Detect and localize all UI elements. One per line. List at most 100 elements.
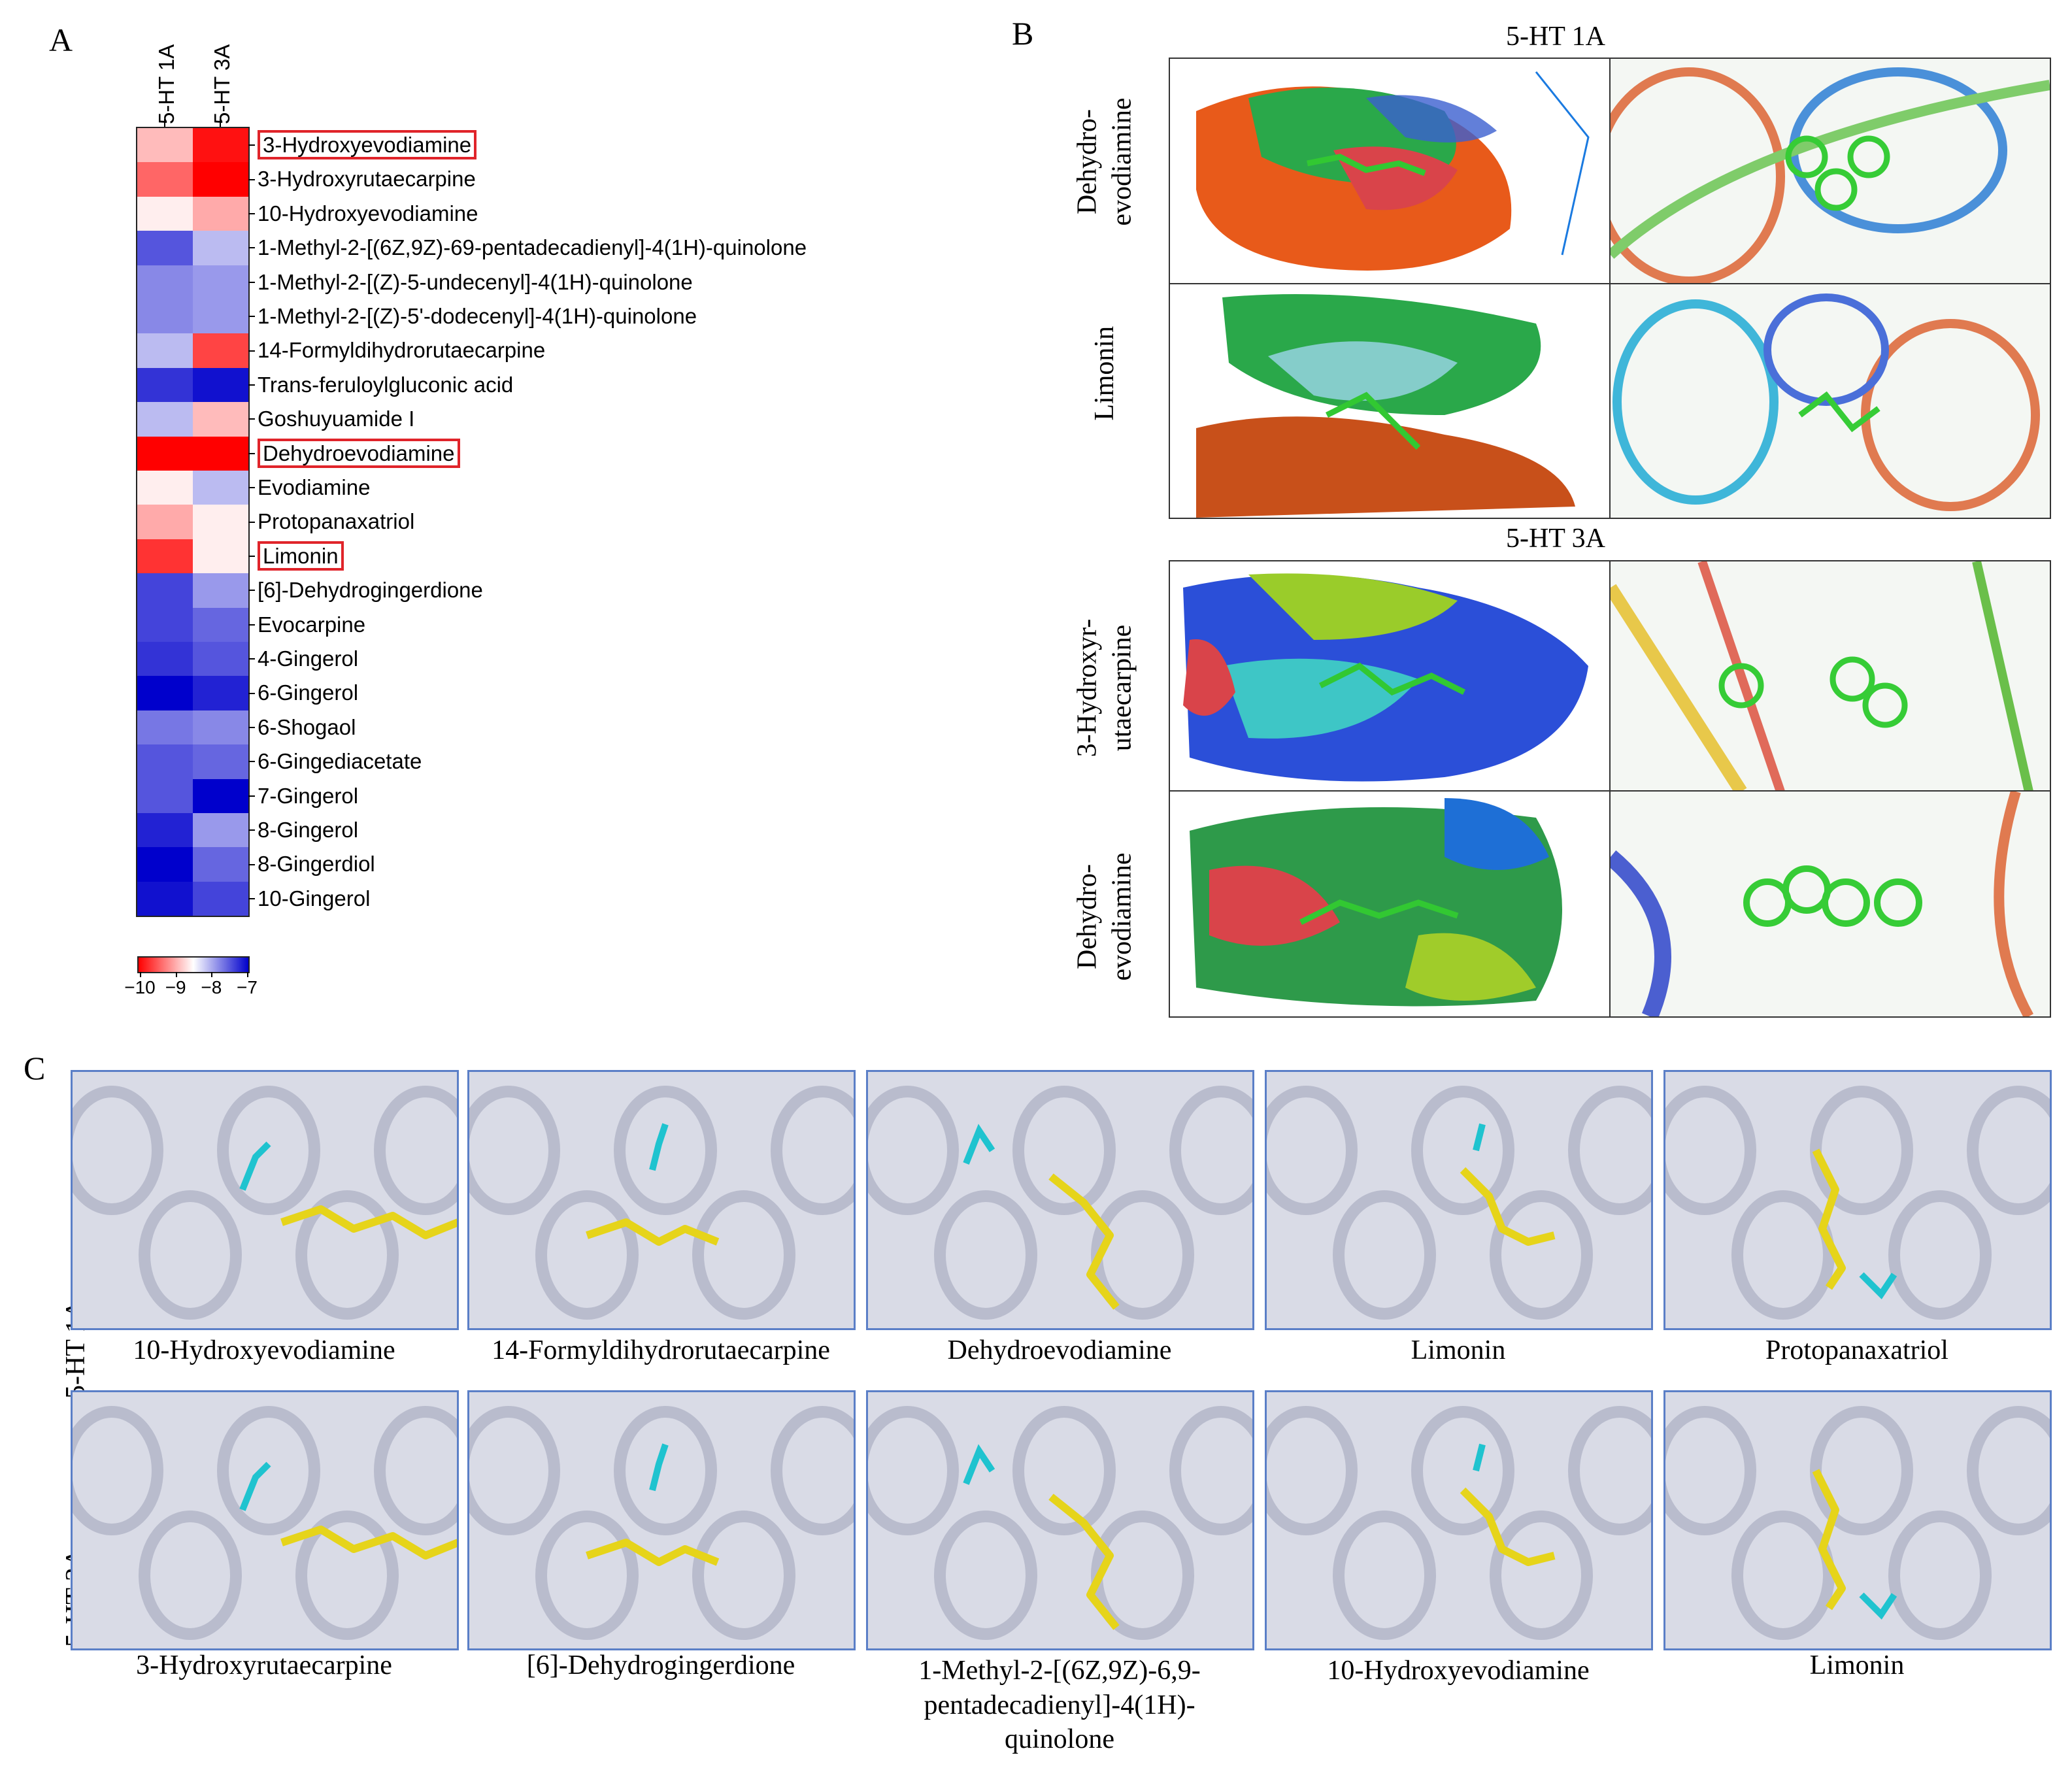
- pose-render: [1611, 561, 2050, 792]
- heatmap-row-label: Trans-feruloylgluconic acid: [258, 372, 514, 397]
- pose-render: [1611, 59, 2050, 284]
- b-surface-limonin-1a: [1169, 283, 1612, 519]
- row-tick: [248, 658, 255, 660]
- heatmap-cell: [193, 710, 248, 745]
- heatmap-cell: [137, 299, 193, 334]
- heatmap-row-label: 6-Gingediacetate: [258, 749, 422, 774]
- heatmap-row-label: [6]-Dehydrogingerdione: [258, 578, 483, 603]
- heatmap-cell: [193, 607, 248, 642]
- c-caption-3: Dehydroevodiamine: [947, 1335, 1172, 1365]
- heatmap-cell: [137, 162, 193, 197]
- b-row4-label-line1: Dehydro-: [1072, 864, 1103, 969]
- c-caption-9: 10-Hydroxyevodiamine: [1327, 1656, 1590, 1686]
- c-thumb-dehydroevodiamine-1a: [866, 1070, 1254, 1330]
- row-tick: [248, 556, 255, 557]
- heatmap-row-label: 10-Hydroxyevodiamine: [258, 201, 478, 225]
- row-tick: [248, 316, 255, 318]
- b-row2-label: Limonin: [1088, 262, 1122, 484]
- heatmap-cell: [137, 642, 193, 676]
- c-caption-1: 10-Hydroxyevodiamine: [133, 1335, 395, 1365]
- c-caption-5: Protopanaxatriol: [1765, 1335, 1948, 1365]
- colorbar: [137, 956, 250, 973]
- heatmap-row-label: 10-Gingerol: [258, 886, 371, 910]
- row-tick: [248, 761, 255, 763]
- col-tick-2: [220, 119, 221, 128]
- c-caption-4: Limonin: [1411, 1335, 1506, 1365]
- surface-render: [1170, 792, 1611, 1016]
- colorbar-tick-label: −9: [165, 977, 186, 997]
- heatmap-row-label: Goshuyuamide I: [258, 407, 415, 431]
- colorbar-tick-label: −7: [237, 977, 258, 997]
- colorbar-ticks: −10 −9 −8 −7: [124, 972, 258, 998]
- docking-render: [73, 1086, 457, 1320]
- row-tick: [248, 384, 255, 386]
- heatmap-cell: [193, 539, 248, 574]
- docking-render: [469, 1406, 854, 1640]
- c-caption-7: [6]-Dehydrogingerdione: [526, 1650, 795, 1680]
- heatmap-cell: [137, 128, 193, 163]
- heatmap-row-label: 14-Formyldihydrorutaecarpine: [258, 338, 546, 363]
- heatmap-cell: [193, 642, 248, 676]
- colorbar-tick-label: −10: [124, 977, 156, 997]
- row-tick: [248, 350, 255, 352]
- docking-render: [868, 1406, 1252, 1640]
- heatmap-cell: [193, 778, 248, 813]
- row-tick: [248, 829, 255, 831]
- b-row2-label-line1: Limonin: [1089, 326, 1120, 421]
- heatmap-cell: [193, 847, 248, 882]
- row-tick: [248, 727, 255, 728]
- heatmap-cell: [193, 573, 248, 608]
- docking-render: [1665, 1086, 2050, 1320]
- heatmap-col-header-1: 5-HT 1A: [154, 44, 178, 124]
- docking-render: [469, 1086, 854, 1320]
- b-row1-label-line2: evodiamine: [1107, 97, 1137, 226]
- c-thumb-14-formyldihydrorutaecarpine-1a: [467, 1070, 856, 1330]
- c-caption-8-line3: quinolone: [1005, 1724, 1114, 1754]
- surface-render: [1170, 561, 1611, 792]
- row-tick: [248, 898, 255, 899]
- colorbar-tick-label: −8: [201, 977, 222, 997]
- heatmap-cell: [193, 676, 248, 710]
- row-tick: [248, 863, 255, 865]
- docking-render: [1665, 1406, 2050, 1640]
- b-row3-label-line2: utaecarpine: [1107, 624, 1137, 752]
- heatmap-cell: [193, 505, 248, 539]
- heatmap-row-label: Evodiamine: [258, 475, 371, 499]
- c-thumb-3-hydroxyrutaecarpine-3a: [71, 1390, 459, 1650]
- heatmap-cell: [137, 505, 193, 539]
- heatmap-cell: [193, 402, 248, 437]
- surface-render: [1170, 284, 1611, 518]
- panel-b-header-top: 5-HT 1A: [1505, 22, 1606, 52]
- heatmap-row-label: 7-Gingerol: [258, 783, 359, 808]
- pose-render: [1611, 284, 2050, 518]
- c-caption-2: 14-Formyldihydrorutaecarpine: [492, 1335, 830, 1365]
- row-tick: [248, 487, 255, 489]
- heatmap-cell: [193, 367, 248, 403]
- heatmap-row-label: 8-Gingerdiol: [258, 852, 375, 877]
- c-thumb-6-dehydrogingerdione-3a: [467, 1390, 856, 1650]
- colorbar-tick-mark: [247, 972, 248, 977]
- heatmap-col-header-2: 5-HT 3A: [210, 44, 234, 124]
- row-tick: [248, 144, 255, 146]
- col-tick-1: [164, 119, 165, 128]
- b-row3-label: 3-Hydroxyr- utaecarpine: [1071, 577, 1139, 799]
- panel-letter-a: A: [49, 22, 73, 58]
- heatmap-row-label: 3-Hydroxyevodiamine: [258, 128, 477, 162]
- docking-render: [1267, 1086, 1651, 1320]
- heatmap-cell: [137, 539, 193, 574]
- heatmap-cell: [137, 402, 193, 437]
- colorbar-tick-mark: [140, 972, 141, 977]
- heatmap-cell: [137, 367, 193, 403]
- b-row4-label: Dehydro- evodiamine: [1071, 806, 1139, 1028]
- surface-render: [1170, 59, 1611, 284]
- b-row1-label: Dehydro- evodiamine: [1071, 51, 1139, 273]
- pose-render: [1611, 792, 2050, 1016]
- c-thumb-protopanaxatriol-1a: [1663, 1070, 2052, 1330]
- heatmap-row-label: Evocarpine: [258, 612, 366, 637]
- c-thumb-10-hydroxyevodiamine-3a: [1265, 1390, 1653, 1650]
- c-thumb-10-hydroxyevodiamine-1a: [71, 1070, 459, 1330]
- c-thumb-methyl-pentadecadienyl-quinolone-3a: [866, 1390, 1254, 1650]
- heatmap-row-label: Protopanaxatriol: [258, 509, 415, 534]
- heatmap: [136, 127, 250, 917]
- b-row3-label-line1: 3-Hydroxyr-: [1072, 618, 1103, 758]
